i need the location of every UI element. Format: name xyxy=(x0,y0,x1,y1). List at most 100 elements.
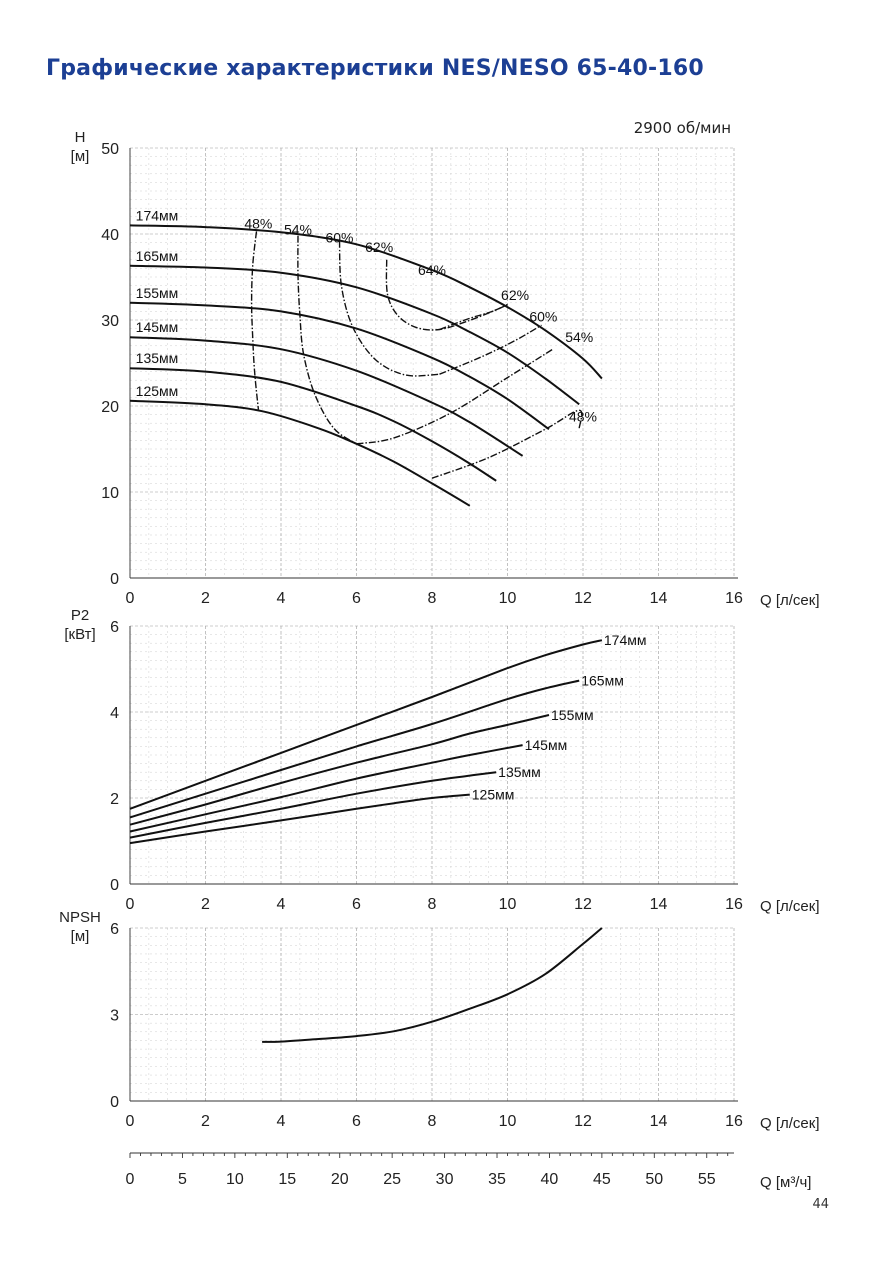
y-tick-label: 2 xyxy=(110,791,119,808)
series-line-174мм xyxy=(129,639,603,810)
x-tick-label: 14 xyxy=(650,590,668,607)
series-label: 174мм xyxy=(136,207,179,223)
efficiency-label: 54% xyxy=(565,329,593,345)
series-line-165мм xyxy=(129,679,580,819)
series-label: 155мм xyxy=(551,707,594,723)
series-line-NPSH xyxy=(262,927,603,1043)
x-tick-label: 0 xyxy=(126,1113,135,1130)
x-tick-label: 10 xyxy=(499,1113,517,1130)
m3h-axis-title: Q [м³/ч] xyxy=(760,1174,811,1191)
x-axis-title: Q [л/сек] xyxy=(760,898,820,915)
efficiency-label: 60% xyxy=(529,309,557,325)
y-tick-label: 6 xyxy=(110,921,119,938)
efficiency-line xyxy=(250,231,260,410)
efficiency-label: 48% xyxy=(244,216,272,232)
x-tick-label: 4 xyxy=(277,1113,286,1130)
series-label: 125мм xyxy=(136,383,179,399)
x-tick-label: 2 xyxy=(201,590,210,607)
x-tick-label: 16 xyxy=(725,590,743,607)
m3h-tick-label: 30 xyxy=(436,1171,454,1188)
y-axis-title: NPSH xyxy=(59,909,101,926)
series-label: 145мм xyxy=(525,737,568,753)
m3h-tick-label: 15 xyxy=(278,1171,296,1188)
efficiency-label: 62% xyxy=(365,239,393,255)
series-line-135мм xyxy=(129,771,497,839)
y-tick-label: 0 xyxy=(110,571,119,588)
y-tick-label: 6 xyxy=(110,619,119,636)
flow-m3h-axis: 0 5 10 15 20 25 30 35 40 45 50 55 Q [м³/ч] xyxy=(126,1152,811,1191)
x-tick-label: 14 xyxy=(650,896,668,913)
series-line-125мм xyxy=(129,399,471,507)
m3h-tick-label: 10 xyxy=(226,1171,244,1188)
y-tick-label: 30 xyxy=(101,313,119,330)
series-line-125мм xyxy=(129,793,470,845)
m3h-tick-label: 5 xyxy=(178,1171,187,1188)
x-tick-label: 6 xyxy=(352,590,361,607)
series-label: 135мм xyxy=(136,350,179,366)
x-tick-label: 8 xyxy=(428,1113,437,1130)
m3h-tick-label: 35 xyxy=(488,1171,506,1188)
series-line-155мм xyxy=(129,301,550,431)
efficiency-line xyxy=(439,303,508,331)
x-tick-label: 0 xyxy=(126,590,135,607)
efficiency-label: 60% xyxy=(325,229,353,245)
m3h-tick-label: 40 xyxy=(541,1171,559,1188)
m3h-tick-label: 0 xyxy=(126,1171,135,1188)
series-label: 155мм xyxy=(136,285,179,301)
head-chart: 0 10 20 30 40 50 0 2 4 6 8 10 12 14 16 H [м] Q [л/сек] 174… xyxy=(71,129,820,609)
m3h-tick-label: 55 xyxy=(698,1171,716,1188)
npsh-chart: 0 3 6 0 2 4 6 8 10 12 14 16 NPSH [м] Q [л/сек] xyxy=(59,909,819,1132)
efficiency-line xyxy=(356,348,554,445)
x-tick-label: 12 xyxy=(574,590,592,607)
x-tick-label: 6 xyxy=(352,896,361,913)
y-tick-label: 4 xyxy=(110,705,119,722)
series-label: 165мм xyxy=(136,248,179,264)
y-axis-unit: [м] xyxy=(71,928,90,945)
page-number: 44 xyxy=(812,1197,829,1212)
efficiency-line xyxy=(439,324,542,375)
x-tick-label: 4 xyxy=(277,896,286,913)
x-tick-label: 10 xyxy=(499,896,517,913)
series-line-145мм xyxy=(129,336,524,457)
y-axis-unit: [кВт] xyxy=(64,626,95,643)
m3h-tick-label: 50 xyxy=(645,1171,663,1188)
x-tick-label: 2 xyxy=(201,1113,210,1130)
m3h-tick-label: 20 xyxy=(331,1171,349,1188)
x-tick-label: 2 xyxy=(201,896,210,913)
x-axis-title: Q [л/сек] xyxy=(760,592,820,609)
efficiency-line xyxy=(431,409,583,479)
y-tick-label: 10 xyxy=(101,485,119,502)
x-tick-label: 6 xyxy=(352,1113,361,1130)
series-line-135мм xyxy=(129,367,497,482)
efficiency-line xyxy=(338,240,440,377)
x-tick-label: 0 xyxy=(126,896,135,913)
speed-label: 2900 об/мин xyxy=(633,119,731,137)
y-axis-title: H xyxy=(75,129,86,146)
x-tick-label: 8 xyxy=(428,590,437,607)
series-label: 135мм xyxy=(498,764,541,780)
efficiency-label: 62% xyxy=(501,287,529,303)
series-label: 145мм xyxy=(136,319,179,335)
y-tick-label: 0 xyxy=(110,1094,119,1111)
y-tick-label: 40 xyxy=(101,227,119,244)
efficiency-line xyxy=(385,259,508,331)
x-tick-label: 8 xyxy=(428,896,437,913)
x-tick-label: 14 xyxy=(650,1113,668,1130)
m3h-tick-label: 45 xyxy=(593,1171,611,1188)
x-tick-label: 4 xyxy=(277,590,286,607)
m3h-tick-label: 25 xyxy=(383,1171,401,1188)
efficiency-line xyxy=(297,235,357,445)
series-line-155мм xyxy=(129,714,550,826)
series-label: 125мм xyxy=(472,787,515,803)
series-label: 174мм xyxy=(604,632,647,648)
y-tick-label: 0 xyxy=(110,877,119,894)
power-chart: 0 2 4 6 0 2 4 6 8 10 12 14 16 P2 [кВт] Q [л/сек] 174мм 16… xyxy=(64,607,819,915)
y-tick-label: 3 xyxy=(110,1008,119,1025)
y-axis-unit: [м] xyxy=(71,148,90,165)
series-line-174мм xyxy=(129,224,603,380)
series-line-165мм xyxy=(129,264,580,406)
y-axis-title: P2 xyxy=(71,607,89,624)
series-label: 165мм xyxy=(581,673,624,689)
x-tick-label: 10 xyxy=(499,590,517,607)
